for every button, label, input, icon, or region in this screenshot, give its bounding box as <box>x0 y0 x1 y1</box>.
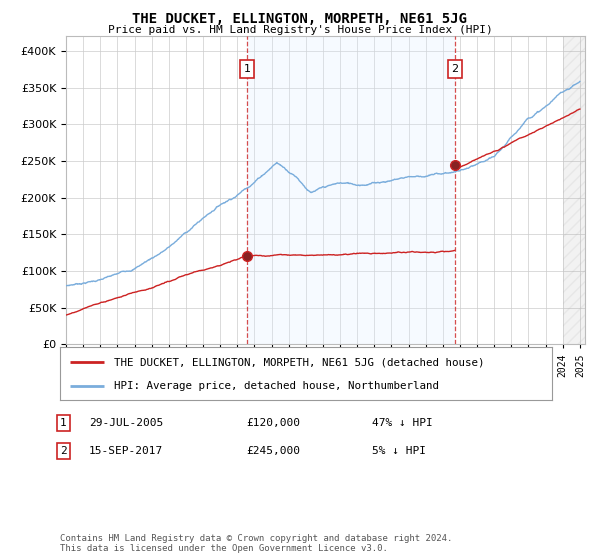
Bar <box>247 36 455 344</box>
Text: 1: 1 <box>244 64 251 74</box>
Text: THE DUCKET, ELLINGTON, MORPETH, NE61 5JG (detached house): THE DUCKET, ELLINGTON, MORPETH, NE61 5JG… <box>114 357 485 367</box>
Text: Price paid vs. HM Land Registry's House Price Index (HPI): Price paid vs. HM Land Registry's House … <box>107 25 493 35</box>
Text: 29-JUL-2005: 29-JUL-2005 <box>89 418 163 428</box>
Text: £245,000: £245,000 <box>246 446 300 456</box>
Text: 15-SEP-2017: 15-SEP-2017 <box>89 446 163 456</box>
Bar <box>563 36 589 344</box>
Text: 5% ↓ HPI: 5% ↓ HPI <box>372 446 426 456</box>
Text: 47% ↓ HPI: 47% ↓ HPI <box>372 418 433 428</box>
Text: 2: 2 <box>60 446 67 456</box>
Text: Contains HM Land Registry data © Crown copyright and database right 2024.
This d: Contains HM Land Registry data © Crown c… <box>60 534 452 553</box>
Text: 2: 2 <box>451 64 458 74</box>
Text: THE DUCKET, ELLINGTON, MORPETH, NE61 5JG: THE DUCKET, ELLINGTON, MORPETH, NE61 5JG <box>133 12 467 26</box>
Text: £120,000: £120,000 <box>246 418 300 428</box>
Text: 1: 1 <box>60 418 67 428</box>
Text: HPI: Average price, detached house, Northumberland: HPI: Average price, detached house, Nort… <box>114 380 439 390</box>
